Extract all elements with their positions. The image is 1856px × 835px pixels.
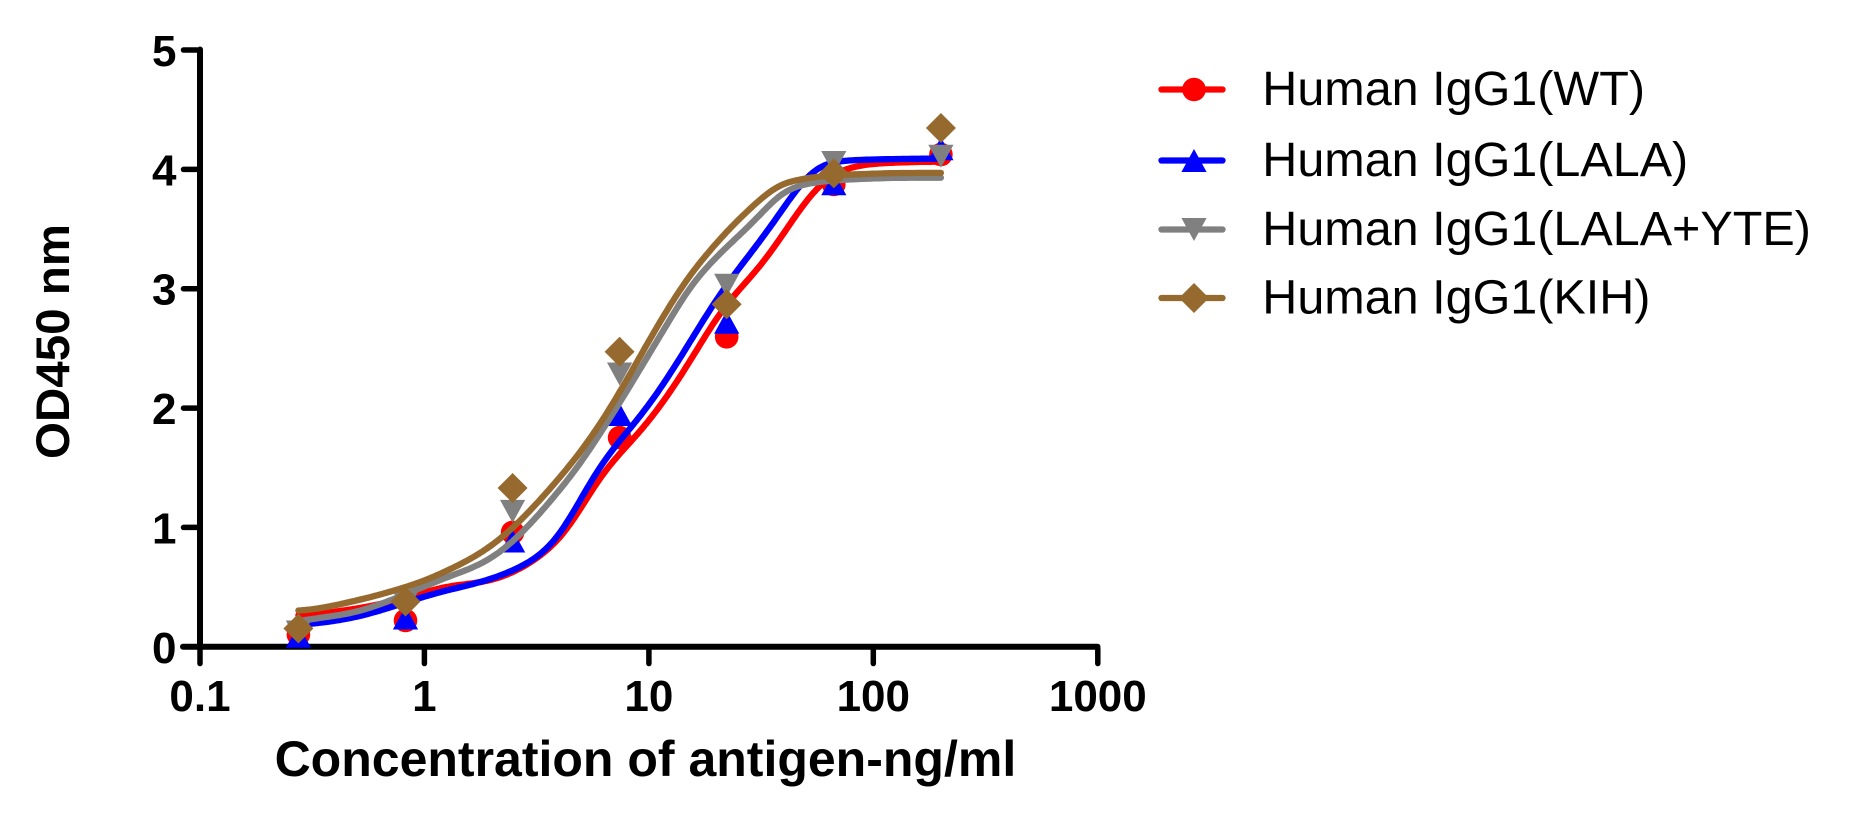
svg-text:100: 100: [837, 672, 910, 721]
svg-text:Concentration of antigen-ng/ml: Concentration of antigen-ng/ml: [275, 731, 1017, 787]
svg-text:1000: 1000: [1049, 672, 1147, 721]
svg-text:2: 2: [152, 385, 176, 434]
svg-text:OD450 nm: OD450 nm: [27, 224, 80, 459]
svg-text:Human IgG1(LALA+YTE): Human IgG1(LALA+YTE): [1262, 202, 1811, 256]
svg-text:0: 0: [152, 624, 176, 673]
svg-text:1: 1: [412, 672, 436, 721]
svg-text:Human IgG1(KIH): Human IgG1(KIH): [1262, 270, 1650, 324]
svg-text:Human IgG1(WT): Human IgG1(WT): [1262, 62, 1645, 116]
svg-text:4: 4: [152, 146, 177, 195]
svg-text:1: 1: [152, 504, 176, 553]
svg-text:0.1: 0.1: [169, 672, 230, 721]
svg-text:5: 5: [152, 27, 176, 76]
svg-text:3: 3: [152, 266, 176, 315]
svg-text:10: 10: [624, 672, 673, 721]
svg-text:Human IgG1(LALA): Human IgG1(LALA): [1262, 133, 1688, 187]
